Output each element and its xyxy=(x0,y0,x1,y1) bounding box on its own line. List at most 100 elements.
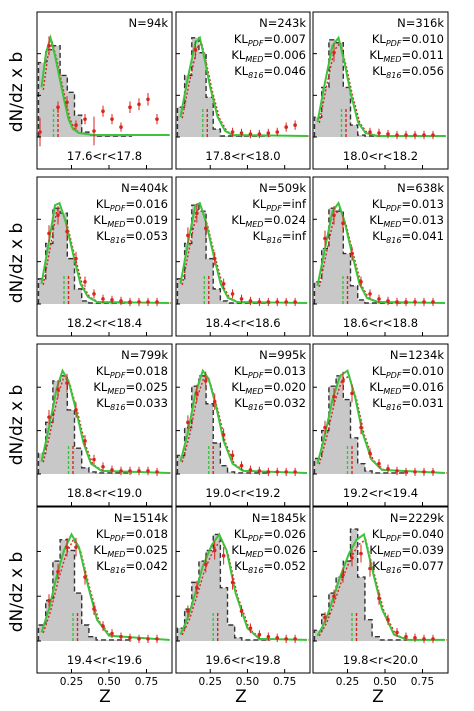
magnitude-range-label: 18.2<r<18.4 xyxy=(67,316,142,330)
data-point xyxy=(377,297,381,301)
kl-divergence-label: KL816=0.033 xyxy=(96,396,168,412)
data-point xyxy=(275,130,280,134)
sample-size-label: N=243k xyxy=(259,16,306,30)
data-point xyxy=(119,299,123,303)
histogram-fill xyxy=(314,39,409,137)
sample-size-label: N=1514k xyxy=(114,511,169,525)
data-point xyxy=(323,236,327,241)
x-axis-label-col-3: Z xyxy=(372,687,384,707)
data-point xyxy=(377,461,381,466)
panel-frame xyxy=(312,343,449,507)
histogram-fill xyxy=(314,208,409,304)
data-point xyxy=(186,420,190,425)
data-point xyxy=(239,463,244,468)
histogram-fill xyxy=(177,37,271,137)
data-point xyxy=(230,453,235,458)
data-point xyxy=(404,634,408,639)
model-curve-green xyxy=(316,369,446,474)
data-point xyxy=(203,562,208,567)
data-point xyxy=(110,468,114,472)
data-point xyxy=(368,566,372,571)
data-point xyxy=(293,123,297,127)
data-point xyxy=(404,300,408,304)
panel-frame xyxy=(175,343,311,507)
data-point xyxy=(293,300,297,304)
data-point xyxy=(128,636,132,640)
panel-frame xyxy=(312,11,449,170)
histogram-outline xyxy=(313,39,409,137)
data-point xyxy=(377,596,381,601)
data-point xyxy=(146,300,150,304)
data-point xyxy=(101,109,105,114)
data-point xyxy=(146,637,150,641)
data-point xyxy=(186,609,190,613)
data-point xyxy=(239,131,244,135)
magnitude-range-label: 19.6<r<19.8 xyxy=(205,653,280,667)
data-point xyxy=(386,617,390,622)
model-curve-green xyxy=(179,201,308,304)
data-point xyxy=(119,469,123,473)
data-point xyxy=(359,280,363,284)
magnitude-range-label: 18.8<r<19.0 xyxy=(67,486,142,500)
panel-frame xyxy=(312,506,449,674)
x-tick-label: 0.50 xyxy=(97,676,120,688)
kl-divergence-label: KLMED=0.026 xyxy=(231,543,306,559)
model-curve-green xyxy=(316,35,445,138)
panel-frame xyxy=(36,11,173,170)
data-point xyxy=(230,130,235,134)
data-point xyxy=(74,408,78,412)
data-point xyxy=(38,130,42,134)
model-curve-green xyxy=(179,532,308,641)
data-point xyxy=(422,300,426,304)
data-point xyxy=(47,598,51,603)
x-tick-label: 0.75 xyxy=(135,676,158,688)
data-point xyxy=(74,256,78,261)
y-axis-label-row-3: dN/dz x b xyxy=(7,385,27,466)
data-point xyxy=(110,117,114,121)
histogram-outline xyxy=(313,375,409,474)
kl-divergence-label: KL816=0.056 xyxy=(372,64,444,80)
histogram-fill xyxy=(38,539,133,641)
data-point xyxy=(359,425,363,430)
data-point xyxy=(239,609,244,613)
kl-divergence-label: KLMED=0.016 xyxy=(369,380,444,396)
data-point xyxy=(413,636,417,640)
data-point xyxy=(56,105,60,110)
kl-divergence-label: KLPDF=0.018 xyxy=(96,527,168,543)
data-point xyxy=(101,624,105,628)
kl-divergence-label: KL816=0.077 xyxy=(372,559,444,575)
data-point xyxy=(248,468,253,472)
kl-divergence-label: KLMED=0.020 xyxy=(231,380,306,396)
kl-divergence-label: KLMED=0.025 xyxy=(93,543,168,559)
kl-divergence-label: KL816=inf xyxy=(253,229,307,245)
data-point xyxy=(386,299,390,303)
kl-divergence-label: KL816=0.031 xyxy=(372,396,444,412)
data-point xyxy=(266,470,271,474)
data-point xyxy=(65,100,69,105)
kl-divergence-label: KLPDF=0.013 xyxy=(234,364,306,380)
data-point xyxy=(195,391,199,396)
sample-size-label: N=94k xyxy=(128,16,168,30)
data-point xyxy=(47,43,51,48)
data-point xyxy=(323,425,327,430)
histogram-fill xyxy=(38,208,133,304)
data-point xyxy=(341,221,345,226)
model-curve-green xyxy=(40,368,170,474)
data-point xyxy=(92,607,96,611)
data-point xyxy=(230,292,235,296)
x-tick-label: 0.25 xyxy=(60,676,83,688)
data-point xyxy=(431,300,435,304)
data-point xyxy=(323,615,327,620)
histogram-fill xyxy=(177,205,271,304)
data-point xyxy=(275,636,280,640)
data-point xyxy=(74,545,78,549)
data-point xyxy=(422,470,426,474)
x-tick-label: 0.50 xyxy=(236,676,259,688)
data-point xyxy=(56,213,60,218)
data-point xyxy=(431,637,435,641)
data-point xyxy=(257,132,262,136)
data-point xyxy=(284,300,288,304)
histogram-fill xyxy=(38,375,133,474)
kl-divergence-label: KLPDF=0.016 xyxy=(96,197,168,213)
